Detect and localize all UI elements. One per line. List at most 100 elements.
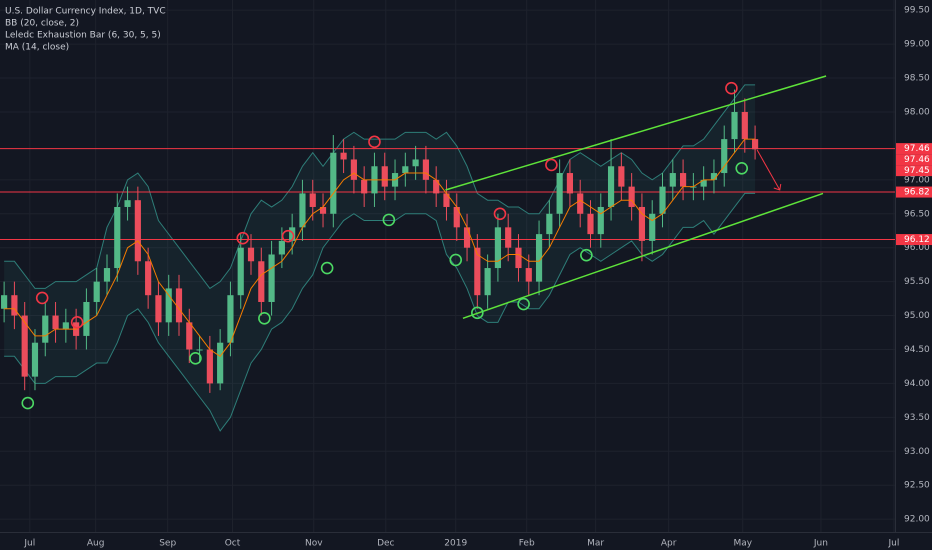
x-tick-label: Feb — [519, 539, 535, 549]
price-label: 97.46 — [904, 144, 930, 154]
candle-body — [381, 166, 388, 187]
x-tick-label: Dec — [377, 539, 394, 549]
y-tick-label: 98.50 — [904, 74, 930, 84]
candle-body — [62, 322, 69, 330]
candle-body — [52, 315, 59, 330]
candle-body — [587, 213, 594, 235]
x-tick-label: Apr — [661, 539, 677, 549]
signal-sell — [725, 81, 738, 95]
y-tick-label: 98.00 — [904, 107, 930, 117]
candle-body — [217, 342, 224, 384]
candle-body — [710, 173, 718, 180]
candle-body — [402, 166, 409, 174]
x-tick-label: Oct — [225, 539, 241, 549]
candle-body — [649, 213, 656, 241]
signal-sell — [70, 316, 84, 329]
candle-body — [453, 206, 460, 228]
candle-body — [309, 193, 316, 207]
price-label: 97.46 — [904, 155, 930, 165]
candle-body — [186, 322, 193, 350]
candle-body — [566, 173, 574, 194]
candle-body — [278, 240, 285, 255]
band-line — [4, 192, 756, 432]
candle-body — [268, 254, 275, 302]
y-tick-label: 93.50 — [904, 413, 930, 423]
signal-buy — [189, 352, 202, 365]
candle-body — [330, 152, 337, 214]
price-label-box — [896, 186, 932, 198]
candle-body — [237, 247, 244, 296]
y-tick-label: 97.00 — [904, 175, 930, 185]
signal-buy — [471, 306, 484, 320]
candle-body — [319, 206, 327, 214]
candle-body — [494, 227, 501, 269]
signal-sell — [493, 207, 507, 221]
price-label-box — [896, 143, 932, 155]
candle-body — [299, 193, 306, 228]
legend-entry: MA (14, close) — [5, 43, 69, 53]
plot — [0, 75, 895, 432]
signal-buy — [517, 297, 530, 311]
candle-body — [134, 200, 141, 262]
y-tick-label: 94.00 — [904, 379, 930, 389]
signal-sell — [236, 231, 250, 245]
candle-body — [93, 281, 100, 302]
candle-body — [577, 193, 584, 214]
signal-buy — [21, 396, 35, 410]
legend-entry: BB (20, close, 2) — [5, 19, 79, 29]
candle-body — [412, 159, 419, 167]
axes: 92.00 92.50 93.00 93.50 94.00 94.50 95.00 95.50… — [23, 6, 932, 549]
signal-buy — [735, 161, 749, 175]
signal-sell — [35, 291, 49, 305]
candle-body — [83, 301, 90, 336]
candle-body — [21, 315, 28, 377]
price-label-box — [896, 165, 932, 177]
y-tick-label: 96.50 — [904, 209, 930, 219]
price-label-box — [896, 234, 932, 246]
x-tick-label: 2019 — [444, 539, 467, 549]
candle-body — [1, 295, 8, 309]
candle-body — [597, 206, 604, 235]
candle-body — [42, 315, 49, 343]
candle-body — [463, 227, 471, 248]
candle-body — [11, 295, 18, 316]
candle-body — [103, 268, 111, 282]
y-tick-label: 92.50 — [904, 481, 930, 491]
price-label-box — [896, 154, 932, 166]
signal-buy — [449, 253, 463, 267]
candle-body — [175, 288, 183, 323]
ma-line — [4, 138, 756, 357]
candle-body — [618, 166, 625, 187]
arrow-head — [773, 183, 782, 191]
y-tick-label: 95.50 — [904, 277, 930, 287]
trend-line — [462, 192, 824, 319]
candle-body — [196, 349, 203, 351]
candle-body — [669, 173, 676, 187]
candle-body — [607, 166, 615, 207]
candle-body — [731, 111, 738, 140]
price-label: 96.12 — [904, 235, 930, 245]
x-tick-label: Jul — [23, 539, 35, 549]
candle-body — [628, 186, 635, 207]
y-tick-label: 94.50 — [904, 345, 930, 355]
candle-body — [422, 159, 429, 180]
candle-body — [484, 268, 491, 296]
candle-body — [638, 206, 646, 241]
x-tick-label: Sep — [159, 539, 176, 549]
x-tick-label: Mar — [587, 539, 604, 549]
signal-buy — [258, 311, 271, 325]
candle-body — [289, 227, 296, 241]
y-tick-label: 92.00 — [904, 515, 930, 525]
x-tick-label: May — [733, 539, 752, 549]
y-tick-label: 96.00 — [904, 243, 930, 253]
candle-body — [350, 159, 357, 180]
candle-body — [546, 213, 553, 235]
candle-body — [145, 261, 152, 296]
candle-body — [361, 179, 368, 194]
arrow — [756, 149, 781, 191]
candle-body — [227, 295, 234, 343]
candle-body — [679, 173, 687, 187]
y-tick-label: 95.00 — [904, 311, 930, 321]
